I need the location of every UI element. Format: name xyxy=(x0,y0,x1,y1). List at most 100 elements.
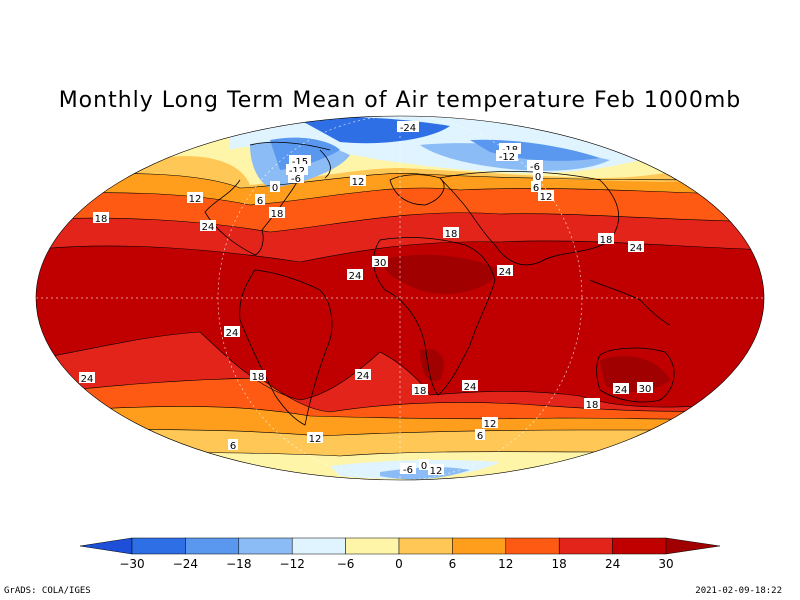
contour-label: 30 xyxy=(372,256,388,269)
colorbar: −30 −24 −18 −12 −6 0 6 12 18 24 30 xyxy=(79,537,721,571)
svg-text:-6: -6 xyxy=(403,465,413,476)
contour-label: 30 xyxy=(637,382,653,395)
map-outline xyxy=(35,115,765,481)
svg-text:24: 24 xyxy=(464,382,477,393)
colorbar-box xyxy=(291,537,346,555)
contour-label: -24 xyxy=(397,121,419,134)
svg-text:30: 30 xyxy=(639,384,652,395)
contour-label: 12 xyxy=(428,464,444,477)
contour-label: 18 xyxy=(412,384,428,397)
colorbar-max-arrow xyxy=(665,537,721,555)
colorbar-box xyxy=(185,537,240,555)
svg-text:24: 24 xyxy=(349,271,362,282)
colorbar-box xyxy=(345,537,400,555)
svg-text:0: 0 xyxy=(272,183,278,194)
svg-text:24: 24 xyxy=(630,243,643,254)
svg-text:6: 6 xyxy=(230,441,236,452)
contour-label: -15 xyxy=(289,155,311,168)
svg-text:18: 18 xyxy=(600,235,613,246)
contour-label: 0 xyxy=(270,181,280,194)
svg-text:24: 24 xyxy=(202,222,215,233)
colorbar-box xyxy=(612,537,667,555)
svg-text:30: 30 xyxy=(374,258,387,269)
contour-label: 6 xyxy=(531,181,541,194)
contour-label: 24 xyxy=(224,326,240,339)
svg-text:18: 18 xyxy=(586,400,599,411)
contour-label: 6 xyxy=(228,439,238,452)
contour-label: -6 xyxy=(527,160,543,173)
colorbar-tick-label: −6 xyxy=(337,557,355,571)
svg-text:-15: -15 xyxy=(292,157,308,168)
colorbar-tick-label: −24 xyxy=(173,557,198,571)
contour-label: 18 xyxy=(93,212,109,225)
svg-text:24: 24 xyxy=(499,267,512,278)
colorbar-tick-label: 6 xyxy=(449,557,457,571)
contour-label: 24 xyxy=(79,372,95,385)
colorbar-tick-label: 12 xyxy=(498,557,513,571)
contour-label: 24 xyxy=(462,380,478,393)
svg-text:12: 12 xyxy=(309,434,322,445)
colorbar-box xyxy=(131,537,186,555)
contour-labels: -24-18-15-12-12-6-6006612121218181818242… xyxy=(79,121,653,477)
svg-text:0: 0 xyxy=(421,461,427,472)
colorbar-box xyxy=(398,537,453,555)
contour-label: 12 xyxy=(187,192,203,205)
contour-label: 24 xyxy=(628,241,644,254)
contour-label: 6 xyxy=(475,429,485,442)
colorbar-tick-label: −30 xyxy=(119,557,144,571)
colorbar-box xyxy=(238,537,293,555)
contour-label: 12 xyxy=(482,417,498,430)
colorbar-box xyxy=(452,537,507,555)
contour-label: -12 xyxy=(286,164,308,177)
svg-text:6: 6 xyxy=(477,431,483,442)
svg-text:12: 12 xyxy=(430,466,443,477)
colorbar-box xyxy=(558,537,613,555)
svg-text:12: 12 xyxy=(352,177,365,188)
contour-label: -6 xyxy=(400,463,416,476)
svg-text:18: 18 xyxy=(414,386,427,397)
contour-label: 0 xyxy=(533,170,543,183)
svg-text:24: 24 xyxy=(81,374,94,385)
contour-label: 24 xyxy=(200,220,216,233)
contour-label: 18 xyxy=(269,207,285,220)
svg-text:-6: -6 xyxy=(291,174,301,185)
contour-label: 18 xyxy=(250,370,266,383)
contour-label: 0 xyxy=(419,459,429,472)
svg-text:-12: -12 xyxy=(499,152,515,163)
contour-label: 12 xyxy=(350,175,366,188)
contour-label: 12 xyxy=(538,190,554,203)
contour-label: 6 xyxy=(255,194,265,207)
contour-label: 18 xyxy=(598,233,614,246)
svg-text:18: 18 xyxy=(95,214,108,225)
footer-timestamp: 2021-02-09-18:22 xyxy=(695,586,782,596)
contour-label: 18 xyxy=(443,227,459,240)
svg-text:24: 24 xyxy=(357,371,370,382)
contour-label: 18 xyxy=(584,398,600,411)
colorbar-tick-label: −18 xyxy=(226,557,251,571)
colorbar-box xyxy=(505,537,560,555)
svg-text:12: 12 xyxy=(189,194,202,205)
colorbar-tick-label: −12 xyxy=(280,557,305,571)
svg-text:18: 18 xyxy=(445,229,458,240)
map-title: Monthly Long Term Mean of Air temperatur… xyxy=(58,88,742,113)
svg-text:-6: -6 xyxy=(530,162,540,173)
svg-text:-24: -24 xyxy=(400,123,416,134)
svg-text:24: 24 xyxy=(226,328,239,339)
svg-text:6: 6 xyxy=(257,196,263,207)
contour-label: 24 xyxy=(613,383,629,396)
svg-text:24: 24 xyxy=(615,385,628,396)
svg-text:6: 6 xyxy=(533,183,539,194)
colorbar-tick-label: 0 xyxy=(395,557,403,571)
contour-label: 24 xyxy=(347,269,363,282)
svg-text:12: 12 xyxy=(484,419,497,430)
contour-label: 12 xyxy=(307,432,323,445)
colorbar-tick-label: 24 xyxy=(605,557,620,571)
graticule xyxy=(36,116,764,480)
colorbar-tick-label: 18 xyxy=(552,557,567,571)
svg-text:18: 18 xyxy=(271,209,284,220)
contour-label: 24 xyxy=(497,265,513,278)
svg-text:-12: -12 xyxy=(289,166,305,177)
colorbar-min-arrow xyxy=(79,537,133,555)
contour-label: -6 xyxy=(288,172,304,185)
